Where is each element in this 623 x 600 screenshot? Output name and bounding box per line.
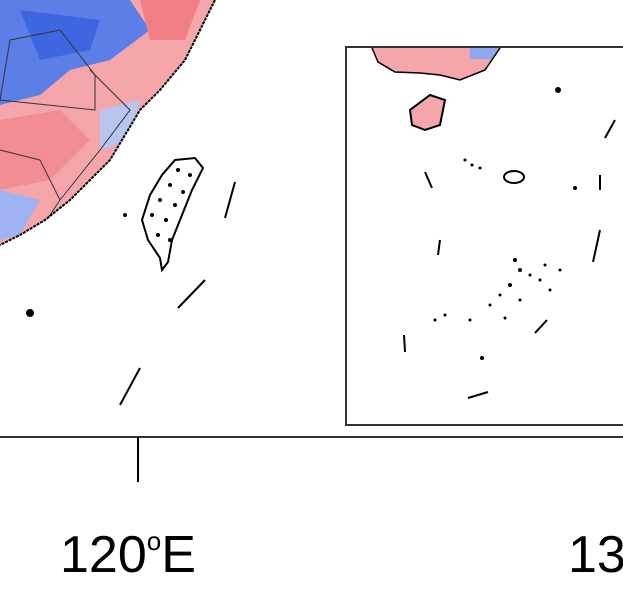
lon-number: 120 [60,526,147,584]
taiwan [26,156,205,317]
dashed-lines [119,181,236,406]
lon-degree: o [147,526,161,556]
coastline [0,0,216,246]
lon-hemisphere: E [161,526,196,584]
lon-label-cut: 13 [568,526,623,584]
inset-map [345,46,623,426]
lon-label: 120oE [60,526,196,584]
